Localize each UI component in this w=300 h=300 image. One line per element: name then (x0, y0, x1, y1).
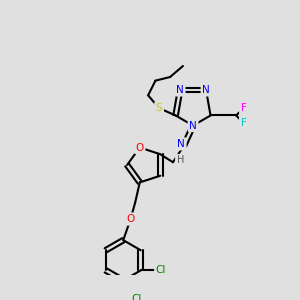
Text: O: O (136, 142, 144, 152)
Text: S: S (156, 103, 162, 113)
Text: O: O (127, 214, 135, 224)
Text: Cl: Cl (131, 294, 141, 300)
Text: N: N (177, 139, 185, 149)
Text: F: F (241, 103, 247, 113)
Text: F: F (241, 118, 247, 128)
Text: Cl: Cl (156, 266, 166, 275)
Text: H: H (177, 155, 184, 165)
Text: N: N (176, 85, 184, 95)
Text: N: N (189, 121, 197, 130)
Text: N: N (202, 85, 210, 95)
